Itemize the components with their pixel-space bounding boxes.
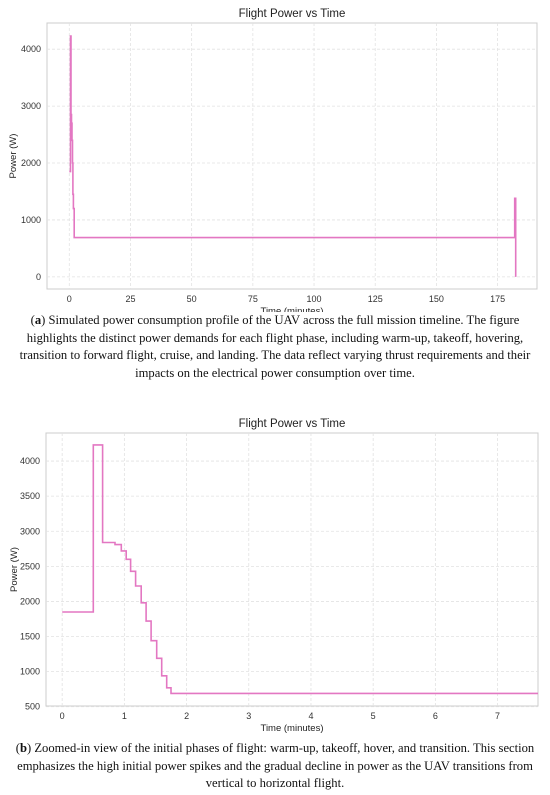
chart-b-power-series-line [62, 444, 538, 695]
chart-b: 0 1 2 3 4 5 6 7 500 1000 1500 2000 2500 3000 3500 4000 F… [9, 418, 539, 734]
chart-a-x-tick-label: 50 [187, 294, 197, 304]
chart-b-x-axis-label: Time (minutes) [261, 723, 324, 734]
chart-a-x-tick-label: 75 [248, 294, 258, 304]
chart-b-x-tick-label: 0 [60, 711, 65, 721]
chart-b-y-tick-label: 2000 [20, 596, 40, 606]
chart-b-x-tick-label: 1 [122, 711, 127, 721]
chart-b-plot-area [45, 432, 539, 707]
chart-a-x-tick-label: 125 [368, 294, 383, 304]
chart-b-y-tick-label: 3000 [20, 526, 40, 536]
chart-b-x-tick-label: 6 [433, 711, 438, 721]
caption-b-text: Zoomed-in view of the initial phases of … [17, 741, 535, 790]
chart-a-y-tick-label: 2000 [21, 158, 41, 168]
chart-a: 0 25 50 75 100 125 150 175 0 1000 2000 3000 4000 Flig… [8, 8, 538, 312]
chart-a-y-tick-label: 3000 [21, 101, 41, 111]
chart-a-x-tick-label: 150 [429, 294, 444, 304]
chart-a-y-axis-label: Power (W) [8, 134, 19, 179]
chart-b-x-tick-label: 7 [495, 711, 500, 721]
chart-b-x-tick-label: 4 [308, 711, 313, 721]
chart-b-y-tick-label: 2500 [20, 561, 40, 571]
chart-a-plot-area [46, 22, 538, 290]
chart-a-x-tick-label: 175 [490, 294, 505, 304]
chart-b-x-tick-label: 3 [246, 711, 251, 721]
chart-b-y-axis-label: Power (W) [9, 547, 20, 592]
chart-a-x-tick-label: 0 [67, 294, 72, 304]
caption-b-label: b [19, 741, 27, 755]
chart-a-y-tick-label: 0 [36, 272, 41, 282]
chart-b-y-tick-label: 3500 [20, 491, 40, 501]
caption-a: (a) Simulated power consumption profile … [19, 313, 531, 380]
chart-b-x-tick-label: 5 [371, 711, 376, 721]
chart-a-x-tick-label: 100 [307, 294, 322, 304]
chart-a-y-tick-label: 4000 [21, 44, 41, 54]
caption-a-text: Simulated power consumption profile of t… [19, 313, 531, 380]
chart-b-chart-title: Flight Power vs Time [239, 418, 346, 430]
chart-a-power-series-line [69, 35, 517, 277]
chart-a-x-tick-label: 25 [125, 294, 135, 304]
chart-b-y-tick-label: 1500 [20, 632, 40, 642]
chart-b-y-tick-label: 1000 [20, 667, 40, 677]
chart-b-y-tick-label: 500 [25, 702, 40, 712]
caption-a-label: a [34, 313, 42, 327]
chart-a-x-axis-label: Time (minutes) [261, 306, 324, 312]
caption-b: (b) Zoomed-in view of the initial phases… [15, 741, 535, 790]
chart-a-chart-title: Flight Power vs Time [239, 8, 346, 20]
chart-b-x-tick-label: 2 [184, 711, 189, 721]
chart-a-y-tick-label: 1000 [21, 215, 41, 225]
chart-b-y-tick-label: 4000 [20, 456, 40, 466]
